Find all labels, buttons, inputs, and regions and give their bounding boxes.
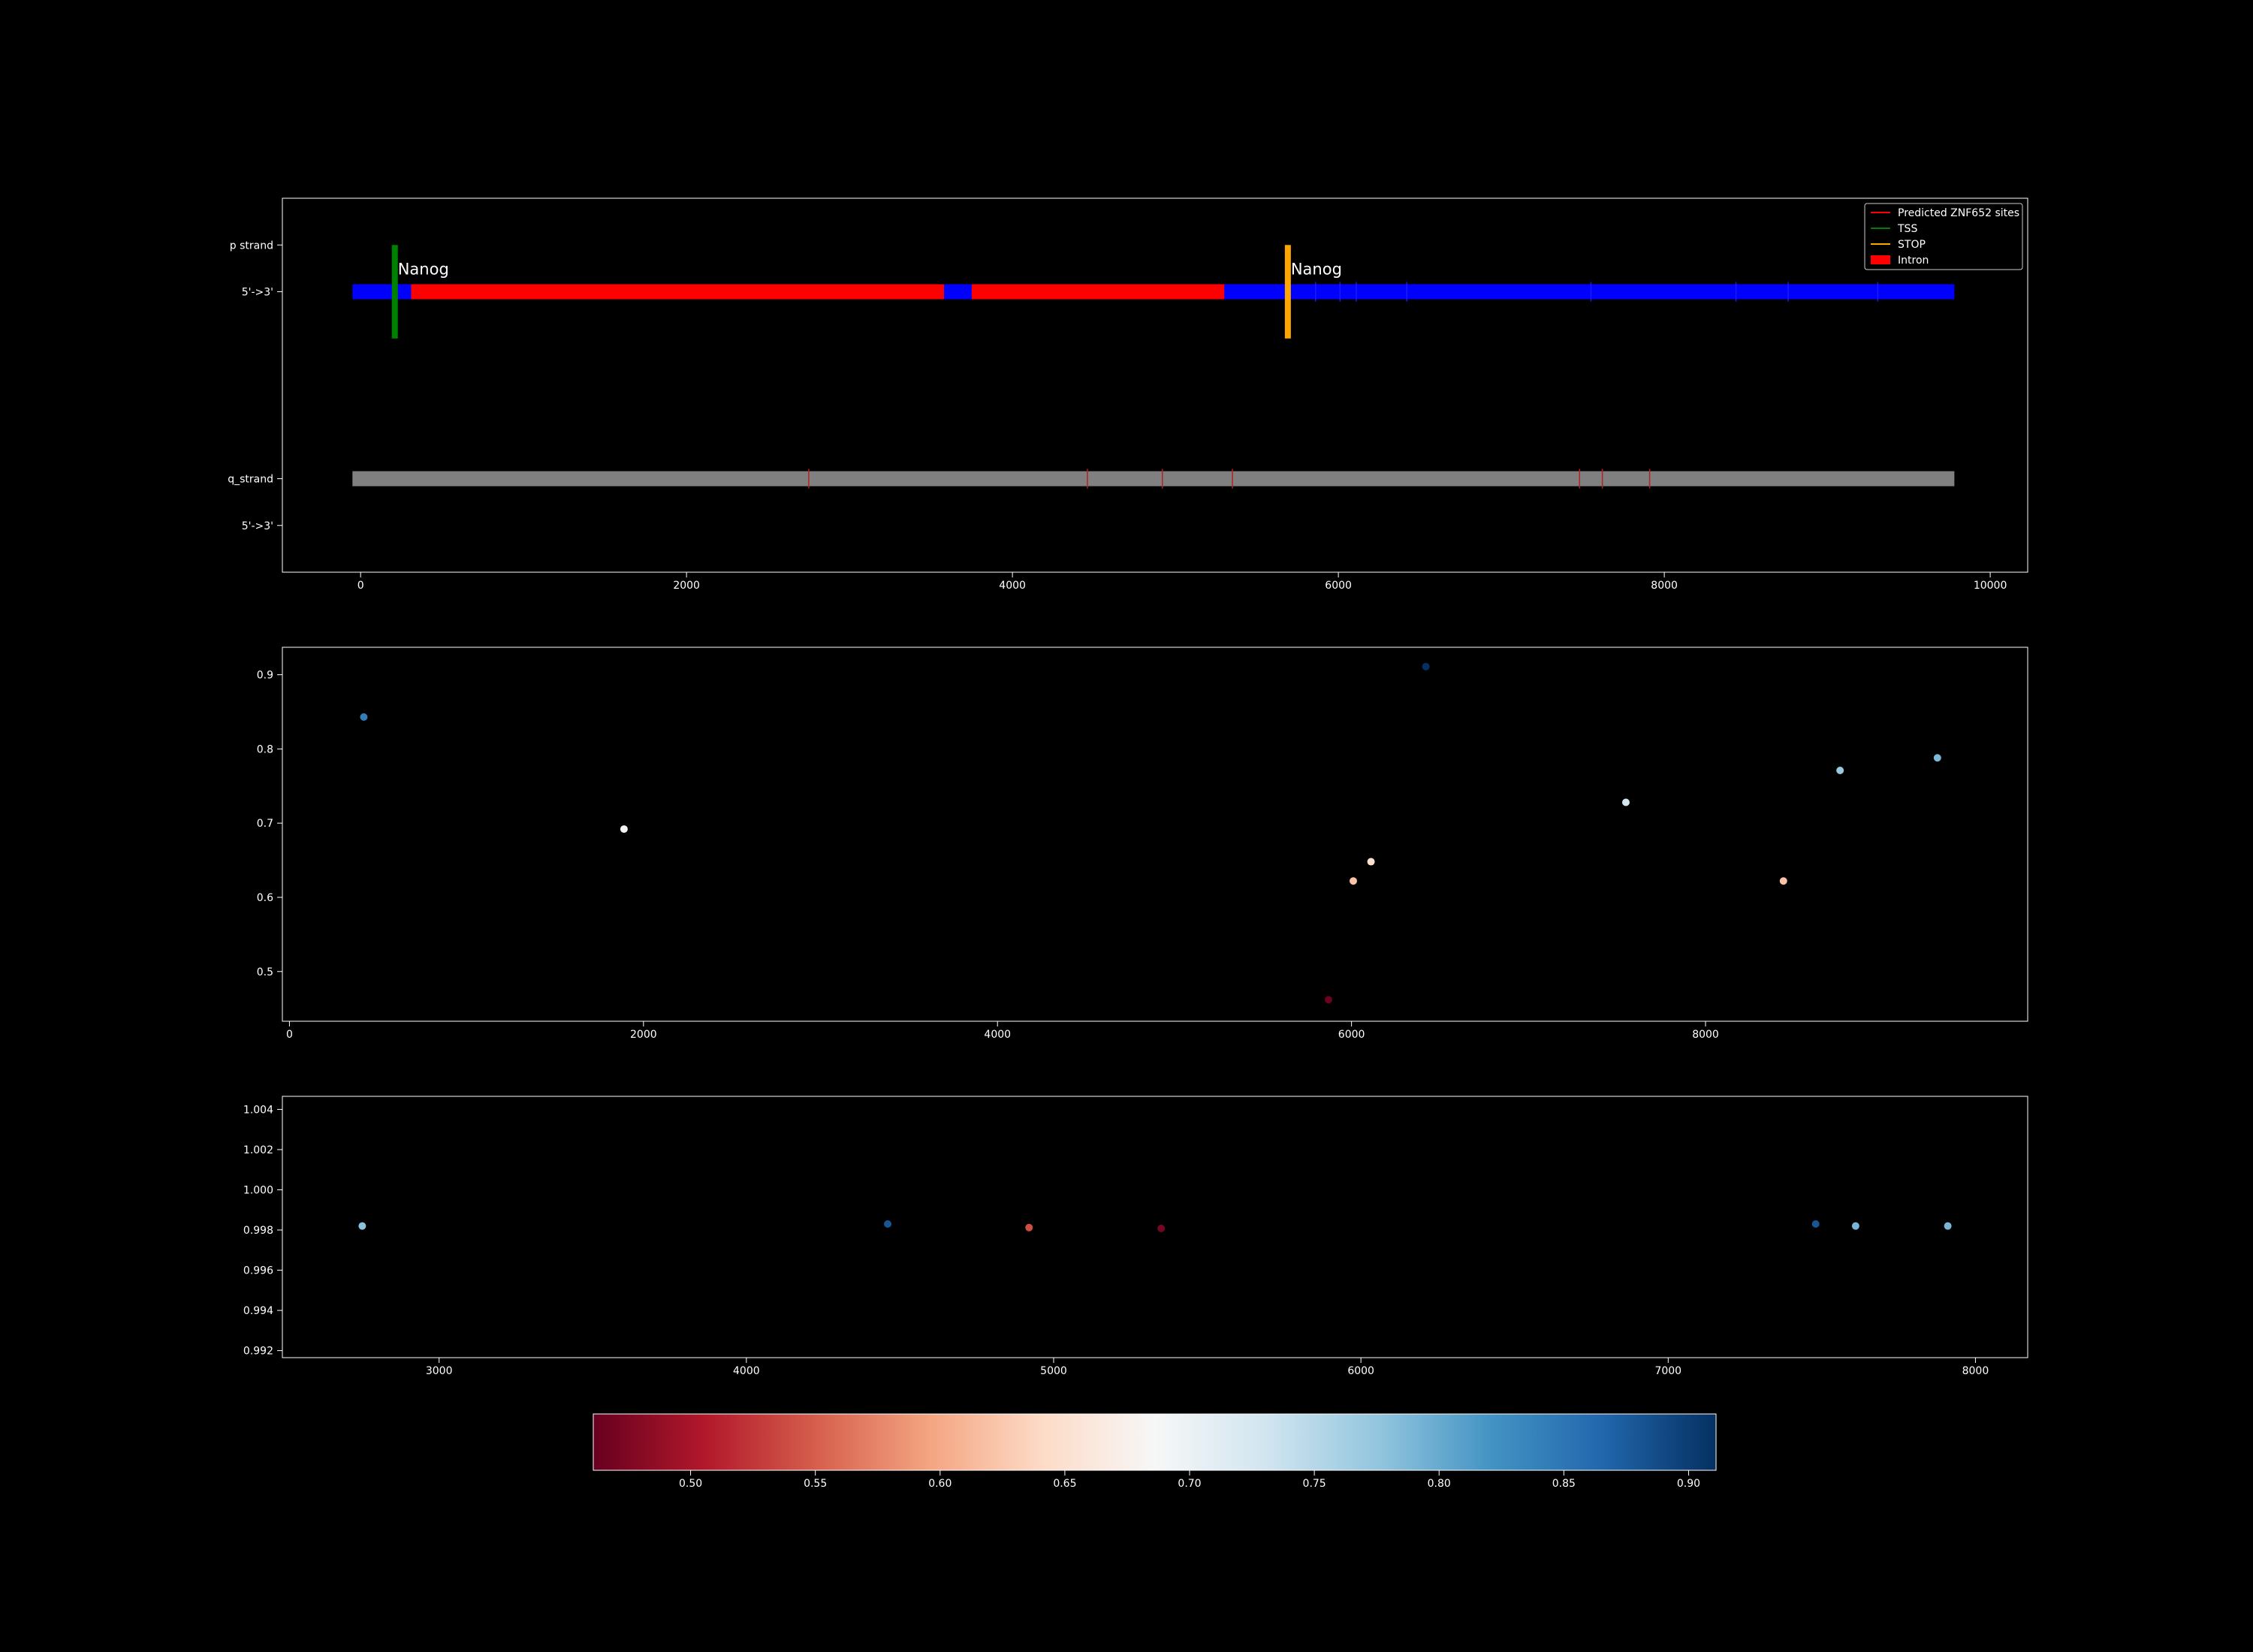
site-scatter-axes: 3000 4000 5000 6000 7000 8000 0.992 0.994 0.996 0… [243, 1096, 2028, 1377]
x-tick-label: 4000 [999, 580, 1026, 592]
site-point-5 [1851, 1222, 1859, 1230]
colorbar-tick-label: 0.65 [1053, 1478, 1076, 1490]
colorbar-tick-label: 0.75 [1303, 1478, 1326, 1490]
intron-0 [411, 284, 944, 300]
score-point-9 [1933, 754, 1941, 762]
score-point-6 [1621, 798, 1630, 806]
score-scatter-frame [282, 647, 2028, 1022]
x-tick-label: 6000 [1338, 1029, 1365, 1041]
y-tick-label: 0.5 [257, 966, 273, 978]
y-tick-label: 0.8 [257, 743, 273, 755]
site-point-2 [1025, 1223, 1033, 1231]
x-tick-label: 4000 [733, 1365, 760, 1377]
legend-label: Intron [1898, 255, 1929, 267]
legend-label: TSS [1897, 223, 1917, 235]
score-point-5 [1422, 662, 1430, 671]
y-tick-label: 0.6 [257, 892, 273, 904]
intron-1 [971, 284, 1225, 300]
x-tick-label: 2000 [630, 1029, 657, 1041]
x-tick-label: 8000 [1651, 580, 1678, 592]
colorbar-tick-label: 0.85 [1552, 1478, 1576, 1490]
score-point-3 [1349, 877, 1357, 885]
y-tick-label: q_strand [228, 474, 273, 486]
tss-marker [391, 245, 398, 339]
legend-label: STOP [1898, 239, 1926, 251]
gene-track-axes: Nanog Nanog 0 2000 4000 6000 8000 10000 p strand… [228, 197, 2028, 592]
colorbar-tick-label: 0.60 [928, 1478, 952, 1490]
site-point-0 [358, 1222, 366, 1230]
gene-track-frame [282, 197, 2028, 573]
score-point-2 [1324, 996, 1332, 1004]
x-tick-label: 6000 [1347, 1365, 1374, 1377]
x-tick-label: 0 [286, 1029, 293, 1041]
site-scatter-frame [282, 1096, 2028, 1358]
y-tick-label: 0.9 [257, 670, 273, 682]
y-tick-label: 0.996 [243, 1265, 273, 1277]
y-tick-label: 0.992 [243, 1346, 273, 1358]
colorbar-frame [593, 1413, 1717, 1471]
score-point-7 [1779, 877, 1787, 885]
colorbar-tick-label: 0.90 [1677, 1478, 1700, 1490]
score-point-1 [620, 825, 628, 834]
tss-gene-label: Nanog [398, 260, 449, 278]
y-tick-label: 1.000 [243, 1184, 273, 1196]
x-tick-label: 10000 [1974, 580, 2007, 592]
site-point-1 [884, 1219, 892, 1228]
y-tick-label: 5'->3' [242, 520, 273, 532]
score-scatter-axes: 0 2000 4000 6000 8000 0.5 0.6 0.7 0.8 0.9 [257, 647, 2028, 1041]
x-tick-label: 6000 [1325, 580, 1352, 592]
y-tick-label: 5'->3' [242, 287, 273, 299]
colorbar: 0.50 0.55 0.60 0.65 0.70 0.75 0.80 0.85 0.90 [593, 1413, 1717, 1490]
y-tick-label: 1.002 [243, 1144, 273, 1156]
y-tick-label: p strand [230, 240, 273, 252]
stop-marker [1284, 245, 1291, 339]
site-point-3 [1157, 1224, 1166, 1232]
x-tick-label: 8000 [1962, 1365, 1989, 1377]
legend-swatch [1871, 255, 1890, 264]
x-tick-label: 4000 [984, 1029, 1011, 1041]
x-tick-label: 5000 [1040, 1365, 1067, 1377]
legend-label: Predicted ZNF652 sites [1898, 207, 2019, 219]
x-tick-label: 7000 [1654, 1365, 1681, 1377]
colorbar-tick-label: 0.70 [1178, 1478, 1201, 1490]
score-point-0 [360, 713, 368, 721]
q-strand-bar [352, 471, 1955, 487]
score-point-8 [1836, 767, 1844, 775]
x-tick-label: 3000 [426, 1365, 453, 1377]
stop-gene-label: Nanog [1291, 260, 1342, 278]
x-tick-label: 8000 [1692, 1029, 1719, 1041]
x-tick-label: 0 [357, 580, 364, 592]
site-point-4 [1811, 1219, 1820, 1228]
legend-box [1864, 203, 2023, 270]
y-tick-label: 1.004 [243, 1104, 273, 1116]
y-tick-label: 0.998 [243, 1225, 273, 1237]
y-tick-label: 0.994 [243, 1305, 273, 1317]
colorbar-tick-label: 0.50 [679, 1478, 702, 1490]
x-tick-label: 2000 [673, 580, 700, 592]
colorbar-gradient [593, 1414, 1716, 1470]
colorbar-tick-label: 0.80 [1428, 1478, 1451, 1490]
colorbar-tick-label: 0.55 [804, 1478, 827, 1490]
y-tick-label: 0.7 [257, 818, 273, 830]
score-point-4 [1367, 858, 1375, 866]
site-point-6 [1944, 1222, 1952, 1230]
